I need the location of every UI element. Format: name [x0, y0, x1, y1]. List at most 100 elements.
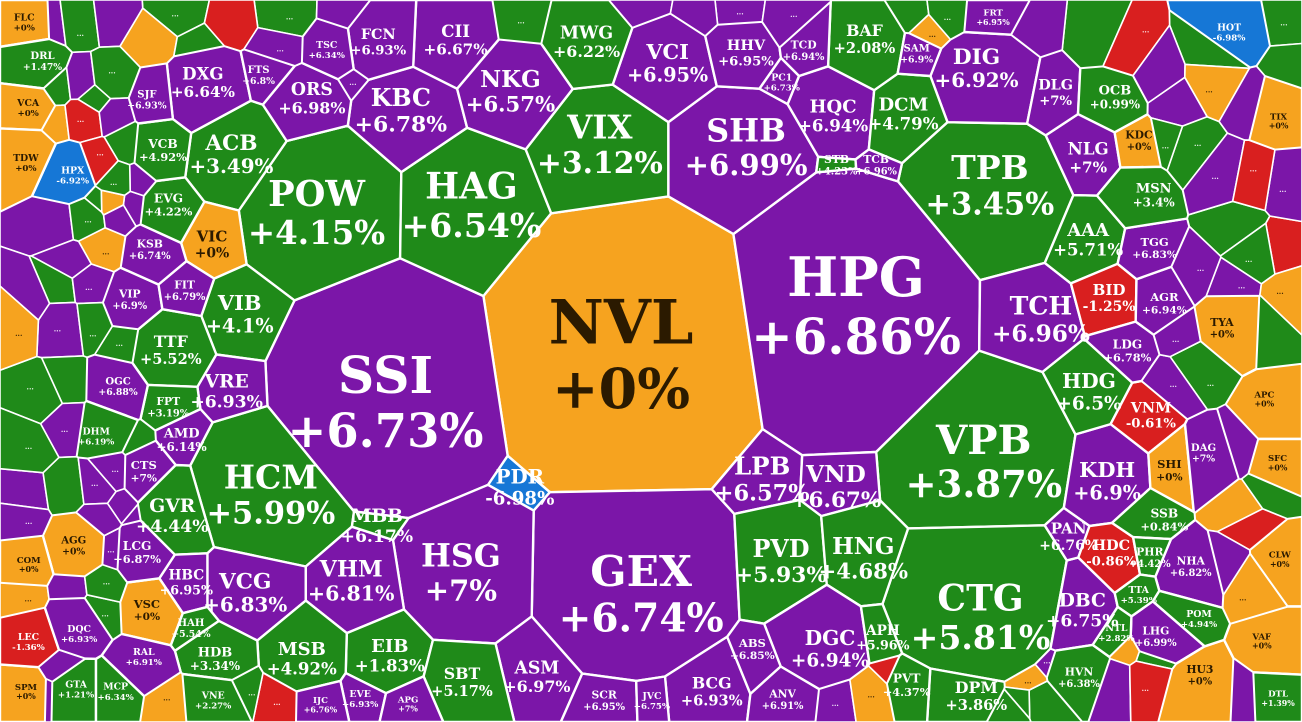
tile-minor[interactable]	[77, 456, 117, 506]
ticker-label-asm: ASM	[513, 658, 559, 678]
tile-tcb[interactable]	[854, 148, 904, 183]
tile-minor[interactable]	[231, 665, 264, 722]
ticker-label-tch: TCH	[1010, 291, 1073, 321]
tile-minor[interactable]	[1255, 42, 1302, 89]
ticker-label-ntl: NTL	[1105, 623, 1128, 634]
tile-tta[interactable]	[1113, 573, 1161, 618]
tile-minor[interactable]	[59, 0, 101, 54]
tile-minor[interactable]	[669, 0, 719, 37]
tile-minor[interactable]	[0, 502, 53, 542]
tile-sbt[interactable]	[422, 638, 516, 722]
ticker-label-pvt: PVT	[893, 672, 921, 686]
change-label-gta: +1.21%	[58, 690, 94, 700]
tile-hah[interactable]	[169, 605, 221, 652]
ticker-label-hdc: HDC	[1093, 537, 1131, 554]
change-label-tcd: +6.94%	[783, 52, 825, 63]
tile-minor[interactable]	[1231, 139, 1276, 212]
tile-minor[interactable]	[121, 418, 157, 456]
change-label-msn: +3.4%	[1133, 195, 1176, 209]
tile-minor[interactable]	[1184, 63, 1251, 123]
tile-minor[interactable]	[1150, 117, 1184, 172]
tile-ssb[interactable]	[1110, 486, 1197, 541]
ticker-label-tta: TTA	[1129, 585, 1150, 596]
tile-minor[interactable]	[44, 678, 53, 722]
tile-minor[interactable]	[1153, 306, 1202, 358]
tile-minor[interactable]	[337, 68, 370, 102]
change-label-hdc: -0.86%	[1086, 555, 1137, 570]
tile-apg[interactable]	[378, 675, 445, 722]
change-label-eve: +6.93%	[342, 700, 378, 710]
ticker-label-mbb: MBB	[351, 505, 403, 527]
change-label-nha: +6.82%	[1170, 568, 1212, 579]
change-label-dgc: +6.94%	[791, 651, 870, 672]
ticker-label-hpg: HPG	[787, 245, 925, 309]
ticker-label-agr: AGR	[1149, 290, 1179, 304]
tile-ral[interactable]	[100, 632, 182, 698]
tile-minor[interactable]	[92, 0, 144, 48]
change-label-tdw: +0%	[15, 164, 36, 174]
change-label-hag: +6.54%	[402, 206, 542, 245]
tile-dtl[interactable]	[1251, 671, 1302, 722]
change-label-dig: +6.92%	[935, 68, 1019, 92]
change-label-tya: +0%	[1210, 330, 1235, 341]
ticker-label-msb: MSB	[278, 639, 326, 660]
change-label-vip: +6.9%	[112, 301, 147, 312]
more-label: ...	[85, 283, 92, 292]
tile-minor[interactable]	[1264, 146, 1302, 223]
tile-minor[interactable]	[1170, 225, 1222, 307]
tile-jvc[interactable]	[635, 675, 671, 722]
ticker-label-dag: DAG	[1191, 443, 1216, 454]
change-label-vib: +4.1%	[206, 314, 274, 337]
tile-minor[interactable]	[98, 97, 136, 138]
ticker-label-frt: FRT	[983, 9, 1003, 19]
tile-pc1[interactable]	[758, 56, 801, 106]
change-label-apg: +7%	[398, 705, 418, 714]
more-label: ...	[929, 30, 936, 39]
ticker-label-nlg: NLG	[1068, 139, 1109, 159]
ticker-label-ijc: IJC	[313, 696, 328, 706]
change-label-ocb: +0.99%	[1090, 98, 1141, 112]
ticker-label-aph: APH	[865, 623, 900, 639]
tile-minor[interactable]	[139, 671, 187, 722]
tile-minor[interactable]	[1207, 529, 1251, 596]
tile-minor[interactable]	[849, 665, 896, 722]
tile-minor[interactable]	[491, 0, 553, 45]
tile-minor[interactable]	[75, 502, 123, 537]
ticker-label-dpm: DPM	[955, 678, 998, 697]
tile-minor[interactable]	[0, 285, 40, 371]
ticker-label-vpb: VPB	[935, 416, 1032, 464]
tile-minor[interactable]	[94, 160, 131, 197]
ticker-label-eib: EIB	[371, 636, 408, 657]
tile-minor[interactable]	[1259, 265, 1302, 336]
tile-mbb[interactable]	[350, 510, 410, 542]
tile-minor[interactable]	[1240, 472, 1302, 520]
ticker-label-tpb: TPB	[951, 148, 1028, 187]
tile-minor[interactable]	[867, 654, 901, 685]
change-label-vnd: +6.67%	[791, 488, 882, 513]
tile-minor[interactable]	[761, 0, 832, 49]
change-label-nkg: +6.57%	[466, 91, 556, 116]
tile-minor[interactable]	[83, 563, 128, 603]
tile-minor[interactable]	[986, 688, 1032, 722]
tile-minor[interactable]	[173, 22, 225, 57]
tile-minor[interactable]	[46, 573, 88, 600]
more-label: ...	[517, 17, 524, 26]
tile-minor[interactable]	[243, 26, 304, 67]
more-label: ...	[832, 699, 839, 708]
tile-minor[interactable]	[76, 301, 114, 359]
tile-minor[interactable]	[1010, 0, 1069, 58]
ticker-label-phr: PHR	[1136, 546, 1164, 559]
change-label-hot: -6.98%	[1213, 34, 1246, 44]
tile-minor[interactable]	[1260, 0, 1302, 47]
change-label-mbb: +6.17%	[341, 527, 414, 547]
ticker-label-vne: VNE	[201, 690, 225, 701]
tile-minor[interactable]	[1182, 132, 1246, 216]
tile-minor[interactable]	[1229, 657, 1256, 722]
tile-pdr[interactable]	[486, 454, 551, 512]
tile-minor[interactable]	[926, 0, 968, 41]
tile-minor[interactable]	[1128, 660, 1173, 722]
tile-pan[interactable]	[1043, 506, 1091, 562]
tile-minor[interactable]	[0, 407, 60, 474]
tile-minor[interactable]	[315, 0, 371, 30]
tile-minor[interactable]	[102, 204, 137, 237]
